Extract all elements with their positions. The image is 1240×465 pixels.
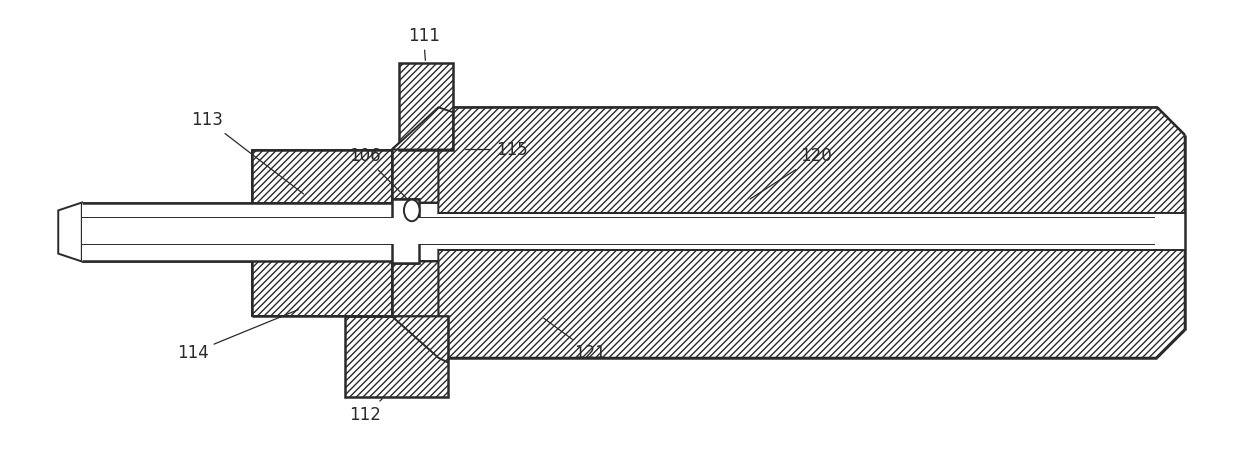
Bar [392, 218, 419, 244]
Polygon shape [392, 261, 438, 358]
Text: 114: 114 [177, 310, 299, 362]
Polygon shape [252, 150, 392, 203]
Text: 121: 121 [543, 318, 606, 362]
Polygon shape [58, 203, 82, 261]
Text: 112: 112 [348, 399, 382, 424]
Text: 120: 120 [750, 147, 832, 199]
Polygon shape [392, 107, 438, 203]
Polygon shape [345, 317, 448, 363]
Bar [82, 203, 392, 218]
Polygon shape [392, 107, 453, 150]
Bar [438, 213, 1184, 250]
Bar [82, 218, 1156, 244]
Polygon shape [345, 317, 448, 397]
Bar [82, 244, 392, 261]
Text: 113: 113 [192, 111, 304, 194]
Polygon shape [392, 199, 419, 264]
Ellipse shape [404, 199, 419, 221]
Polygon shape [252, 261, 392, 317]
Text: 111: 111 [408, 27, 439, 60]
Bar [82, 244, 252, 261]
Text: 106: 106 [348, 147, 407, 199]
Polygon shape [438, 250, 1184, 358]
Polygon shape [438, 107, 1184, 213]
Bar [82, 218, 252, 244]
Polygon shape [399, 63, 453, 150]
Bar [82, 203, 252, 218]
Text: 115: 115 [466, 140, 528, 159]
